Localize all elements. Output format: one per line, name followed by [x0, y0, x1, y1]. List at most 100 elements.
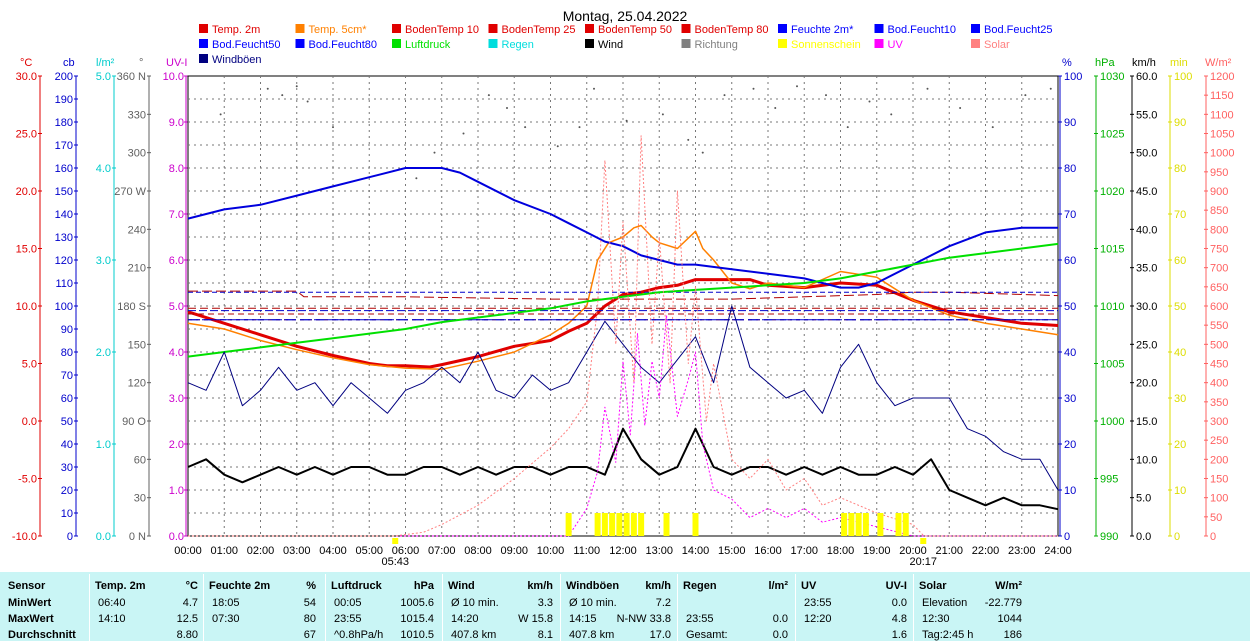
axis-tick-label: 40.0 — [1136, 224, 1157, 236]
legend-swatch — [199, 54, 208, 63]
sunshine-bar — [609, 513, 616, 536]
legend-swatch — [199, 39, 208, 48]
legend-label: Sonnenschein — [791, 39, 861, 51]
axis-unit: min — [1170, 57, 1188, 69]
wind-direction-point — [959, 106, 962, 109]
axis-tick-label: 30 — [1174, 393, 1186, 405]
legend-swatch — [778, 39, 787, 48]
stats-cell: MaxWert — [8, 613, 54, 625]
sunshine-bar — [692, 513, 699, 536]
axis-tick-label: 210 — [128, 263, 146, 275]
axis-tick-label: 15.0 — [16, 244, 37, 256]
axis-tick-label: 0 — [1064, 531, 1070, 543]
axis-tick-label: 0.0 — [169, 531, 184, 543]
axis-unit: % — [1062, 57, 1072, 69]
axis-tick-label: 900 — [1210, 186, 1228, 198]
x-tick-label: 13:00 — [645, 545, 673, 557]
axis-tick-label: 80 — [61, 347, 73, 359]
legend-label: Luftdruck — [405, 39, 451, 51]
axis-tick-label: 80 — [1064, 163, 1076, 175]
wind-direction-point — [295, 85, 298, 88]
stats-cell: 14:20 — [451, 613, 479, 625]
axis-unit: ° — [139, 57, 143, 69]
legend-label: Richtung — [695, 39, 738, 51]
stats-cell: 07:30 — [212, 613, 240, 625]
stats-cell: Windböen — [566, 580, 620, 592]
stats-cell: 1010.5 — [400, 629, 434, 641]
stats-cell: Feuchte 2m — [209, 580, 271, 592]
x-tick-label: 08:00 — [464, 545, 492, 557]
axis-tick-label: 60 — [1064, 255, 1076, 267]
stats-cell: l/m² — [768, 580, 788, 592]
axis-tick-label: 20.0 — [16, 186, 37, 198]
wind-direction-point — [1049, 87, 1052, 90]
wind-direction-point — [991, 126, 994, 129]
sunshine-bar — [841, 513, 848, 536]
legend-swatch — [295, 39, 305, 48]
axis-tick-label: 3.0 — [169, 393, 184, 405]
axis-tick-label: 9.0 — [169, 117, 184, 129]
axis-tick-label: 10 — [1064, 485, 1076, 497]
series-line-temp-5cm — [187, 224, 1059, 371]
legend-label: Windböen — [212, 54, 262, 66]
axis-tick-label: 40 — [1064, 347, 1076, 359]
legend-swatch — [295, 24, 305, 33]
axis-tick-label: 0.0 — [96, 531, 111, 543]
axis-tick-label: 150 — [1210, 474, 1228, 486]
axis-tick-label: 850 — [1210, 205, 1228, 217]
stats-cell: -22.779 — [984, 597, 1022, 609]
stats-cell: 23:55 — [804, 597, 832, 609]
axis-tick-label: 200 — [55, 71, 73, 83]
series-line-temp-2m — [187, 278, 1059, 369]
legend-swatch — [681, 24, 691, 33]
x-tick-label: 01:00 — [210, 545, 238, 557]
axis-unit: °C — [20, 57, 32, 69]
stats-cell: UV — [801, 580, 817, 592]
x-tick-label: 10:00 — [537, 545, 565, 557]
axis-tick-label: 50 — [1210, 512, 1222, 524]
axis-tick-label: 10 — [61, 508, 73, 520]
stats-cell: 0.0 — [891, 597, 907, 609]
series-line-feuchte-2m — [187, 167, 1058, 289]
legend-label: Regen — [502, 39, 534, 51]
axis-tick-label: 20 — [1174, 439, 1186, 451]
sunshine-bar — [594, 513, 601, 536]
axis-tick-label: 100 — [55, 301, 73, 313]
axis-tick-label: 600 — [1210, 301, 1228, 313]
axis-tick-label: 70 — [1064, 209, 1076, 221]
axis-tick-label: 50.0 — [1136, 148, 1157, 160]
x-tick-label: 20:00 — [899, 545, 927, 557]
axis-tick-label: 10.0 — [16, 301, 37, 313]
wind-direction-point — [524, 126, 527, 129]
axis-unit: l/m² — [96, 57, 115, 69]
x-tick-label: 18:00 — [827, 545, 855, 557]
stats-cell: 3.3 — [537, 597, 553, 609]
axis-tick-label: 0 — [67, 531, 73, 543]
x-tick-label: 24:00 — [1044, 545, 1072, 557]
axis-tick-label: 80 — [1174, 163, 1186, 175]
axis-tick-label: 55.0 — [1136, 109, 1157, 121]
wind-direction-point — [625, 119, 628, 122]
axis-unit: UV-I — [166, 57, 187, 69]
stats-cell: 1015.4 — [400, 613, 434, 625]
stats-separator — [325, 574, 326, 641]
axis-unit: W/m² — [1205, 57, 1232, 69]
wind-direction-point — [774, 106, 777, 109]
axis-tick-label: 650 — [1210, 282, 1228, 294]
wind-direction-point — [433, 151, 436, 154]
x-tick-label: 12:00 — [609, 545, 637, 557]
wind-direction-point — [701, 151, 704, 154]
axis-tick-label: 1020 — [1100, 186, 1124, 198]
series-line-windb-en — [187, 305, 1059, 491]
axis-tick-label: 750 — [1210, 244, 1228, 256]
legend-swatch — [585, 39, 594, 48]
axis-tick-label: 60 — [1174, 255, 1186, 267]
axis-tick-label: 1.0 — [169, 485, 184, 497]
sunshine-bar — [630, 513, 637, 536]
stats-separator — [203, 574, 204, 641]
stats-cell: Regen — [683, 580, 717, 592]
stats-cell: 17.0 — [649, 629, 671, 641]
axis-tick-label: 5.0 — [96, 71, 111, 83]
axis-unit: cb — [63, 57, 75, 69]
axis-tick-label: 190 — [55, 94, 73, 106]
